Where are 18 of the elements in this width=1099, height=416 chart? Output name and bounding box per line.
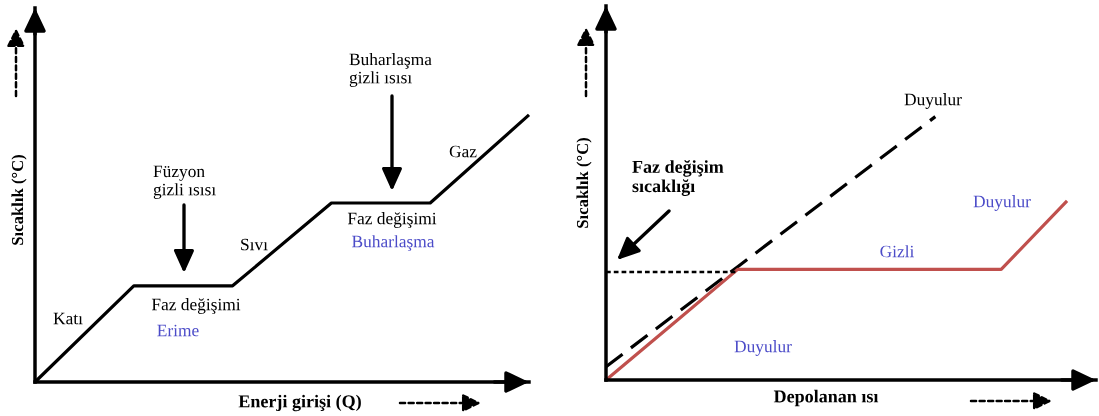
annotation: Erime xyxy=(157,324,199,337)
x-axis-title: Enerji girişi (Q) xyxy=(238,394,361,412)
annotation: Füzyon gizli ısısı xyxy=(153,165,216,199)
annotation: Katı xyxy=(53,312,83,325)
annotation: Duyulur xyxy=(973,195,1031,211)
text: Buharlaşma gizli ısısı xyxy=(349,53,432,87)
annotation: Sıvı xyxy=(241,238,268,251)
annotation: Faz değişimi xyxy=(347,212,437,228)
x-axis-title: Depolanan ısı xyxy=(773,389,879,407)
text: Duyulur xyxy=(904,93,962,109)
annotation: Gaz xyxy=(449,145,477,158)
annotation: Faz değişimi xyxy=(151,298,241,314)
y-axis-title: Sıcaklık (°C) xyxy=(576,138,592,228)
annotation: Buharlaşma xyxy=(352,235,435,251)
annotation: Gizli xyxy=(880,245,915,258)
annotation: Duyulur xyxy=(734,340,792,356)
y-axis-title: Sıcaklık (°C) xyxy=(11,155,27,245)
annotation: Faz değişim sıcaklığı xyxy=(632,160,724,196)
